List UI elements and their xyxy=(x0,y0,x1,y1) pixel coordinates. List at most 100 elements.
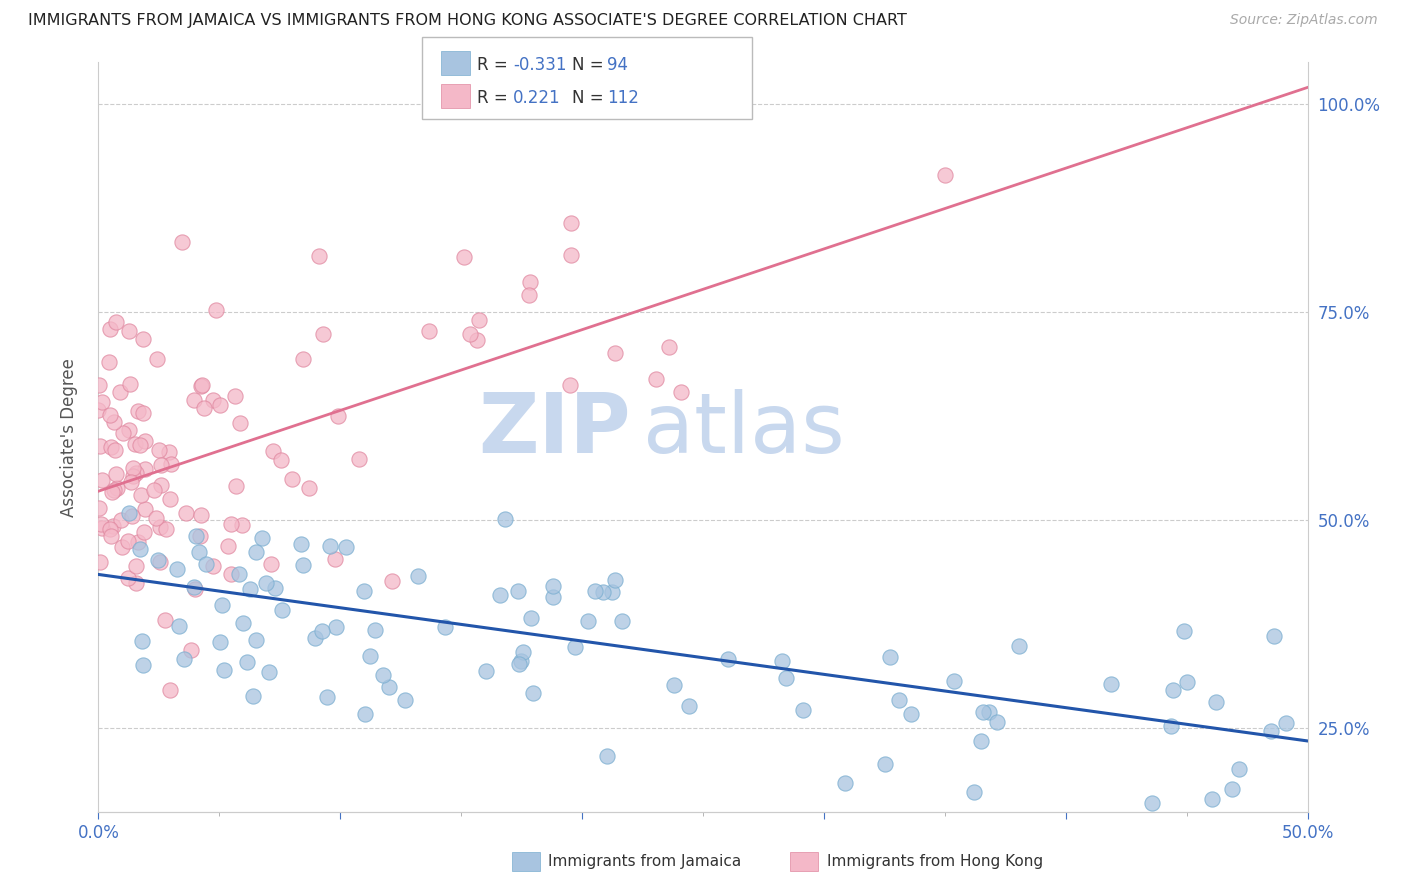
Point xyxy=(494,512,516,526)
Point xyxy=(209,398,232,412)
Text: R =: R = xyxy=(477,56,513,74)
Point xyxy=(111,540,134,554)
Point xyxy=(669,384,692,399)
Point xyxy=(245,633,267,648)
Text: 112: 112 xyxy=(607,89,640,107)
Point xyxy=(104,315,127,329)
Point xyxy=(236,655,259,669)
Point xyxy=(335,540,357,554)
Point xyxy=(132,657,155,672)
Point xyxy=(508,657,530,672)
Point xyxy=(195,557,218,571)
Point xyxy=(149,555,172,569)
Point xyxy=(124,436,146,450)
Point xyxy=(1140,797,1163,811)
Text: ZIP: ZIP xyxy=(478,389,630,470)
Point xyxy=(122,468,145,483)
Point xyxy=(90,473,112,487)
Point xyxy=(541,591,564,605)
Point xyxy=(132,332,155,346)
Point xyxy=(180,642,202,657)
Point xyxy=(134,525,156,540)
Point xyxy=(100,528,122,542)
Point xyxy=(159,457,181,471)
Text: R =: R = xyxy=(477,89,513,107)
Point xyxy=(101,519,124,533)
Point xyxy=(434,620,457,634)
Point xyxy=(97,355,120,369)
Point xyxy=(543,579,565,593)
Point xyxy=(155,522,177,536)
Point xyxy=(380,574,402,588)
Point xyxy=(89,556,111,570)
Point xyxy=(221,517,243,532)
Point xyxy=(112,425,135,440)
Text: N =: N = xyxy=(572,56,609,74)
Point xyxy=(127,404,149,418)
Point xyxy=(184,582,207,597)
Point xyxy=(257,665,280,679)
Point xyxy=(583,583,606,598)
Point xyxy=(191,377,214,392)
Point xyxy=(304,631,326,645)
Point xyxy=(596,748,619,763)
Point xyxy=(658,340,681,354)
Point xyxy=(146,351,169,366)
Point xyxy=(986,715,1008,730)
Point xyxy=(174,506,197,520)
Point xyxy=(183,393,205,408)
Point xyxy=(91,394,114,409)
Point xyxy=(977,705,1000,719)
Point xyxy=(716,652,738,666)
Point xyxy=(100,440,122,454)
Point xyxy=(1205,695,1227,709)
Point xyxy=(1263,629,1285,643)
Point xyxy=(150,477,173,491)
Point xyxy=(98,522,121,536)
Point xyxy=(359,649,381,664)
Point xyxy=(347,452,370,467)
Point xyxy=(972,706,994,720)
Point xyxy=(326,409,349,424)
Point xyxy=(319,539,342,553)
Point xyxy=(262,444,284,458)
Point xyxy=(117,571,139,585)
Point xyxy=(603,573,626,587)
Point xyxy=(148,443,170,458)
Point xyxy=(311,326,333,341)
Point xyxy=(292,558,315,572)
Point xyxy=(292,351,315,366)
Point xyxy=(125,576,148,591)
Point xyxy=(458,326,481,341)
Point xyxy=(190,508,212,522)
Point xyxy=(145,511,167,525)
Point xyxy=(468,313,491,327)
Point xyxy=(1222,781,1244,796)
Point xyxy=(371,668,394,682)
Point xyxy=(308,249,330,263)
Point xyxy=(834,776,856,790)
Point xyxy=(87,378,110,392)
Point xyxy=(474,665,496,679)
Point xyxy=(564,640,586,655)
Point xyxy=(558,378,581,392)
Point xyxy=(271,603,294,617)
Point xyxy=(127,535,149,549)
Point xyxy=(103,415,125,429)
Point xyxy=(418,324,440,338)
Point xyxy=(245,545,267,559)
Point xyxy=(125,558,148,573)
Point xyxy=(201,392,224,407)
Point xyxy=(98,322,121,336)
Point xyxy=(204,302,226,317)
Point xyxy=(193,401,215,416)
Point xyxy=(290,537,312,551)
Point xyxy=(1260,724,1282,739)
Point xyxy=(118,423,141,437)
Point xyxy=(775,672,797,686)
Text: N =: N = xyxy=(572,89,609,107)
Point xyxy=(121,509,143,524)
Point xyxy=(90,521,112,535)
Point xyxy=(1201,792,1223,806)
Point xyxy=(873,756,896,771)
